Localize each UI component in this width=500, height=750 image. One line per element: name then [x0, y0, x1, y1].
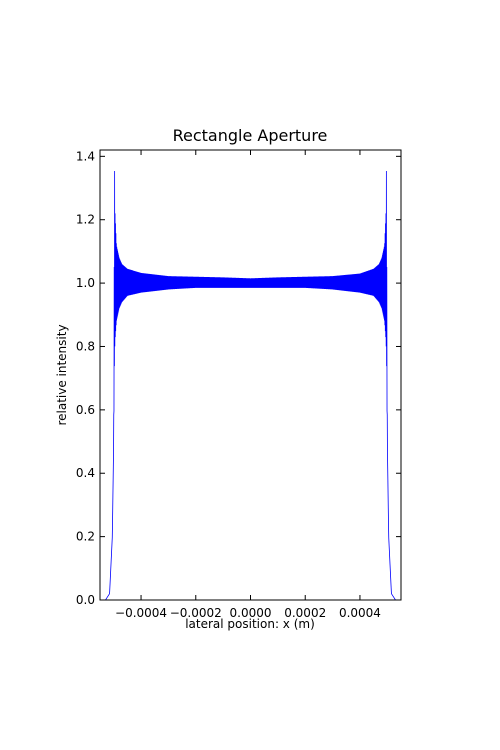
y-tick-label: 1.0	[76, 276, 95, 290]
data-series	[100, 171, 401, 601]
plot-background	[100, 150, 401, 600]
plot-frame	[99, 149, 402, 601]
x-axis-label: lateral position: x (m)	[185, 617, 315, 631]
y-tick-label: 0.6	[76, 403, 95, 417]
y-tick-label: 1.4	[76, 149, 95, 163]
x-tick-label: 0.0002	[284, 606, 326, 620]
x-tick-label: 0.0004	[339, 606, 381, 620]
intensity-line	[100, 171, 401, 601]
y-axis-label: relative intensity	[55, 324, 69, 425]
y-tick-label: 0.0	[76, 593, 95, 607]
x-tick-label: −0.0002	[170, 606, 222, 620]
x-tick-label: 0.0000	[230, 606, 272, 620]
y-tick-label: 0.4	[76, 466, 95, 480]
x-axis: −0.0004 −0.0002 0.0000 0.0002 0.0004	[115, 150, 381, 620]
y-tick-label: 0.2	[76, 530, 95, 544]
y-tick-label: 0.8	[76, 339, 95, 353]
y-tick-label: 1.2	[76, 213, 95, 227]
x-tick-label: −0.0004	[115, 606, 167, 620]
chart-title: Rectangle Aperture	[173, 126, 328, 145]
plot-area	[100, 150, 401, 600]
